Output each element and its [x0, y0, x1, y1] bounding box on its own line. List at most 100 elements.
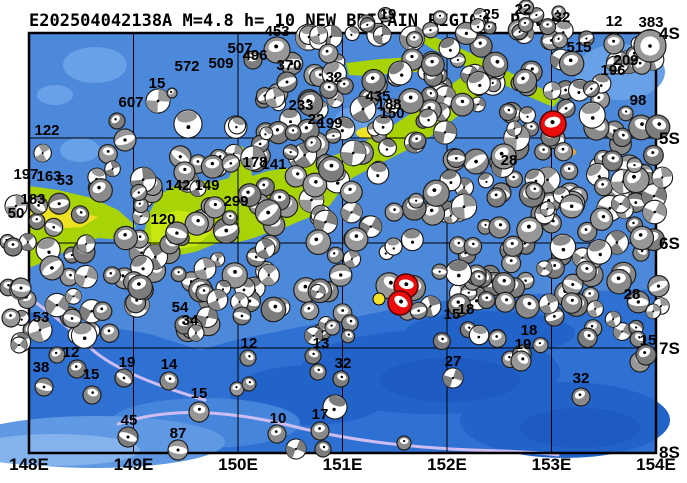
ocean-shallow-patch: [63, 47, 127, 83]
beachball-eye: [113, 225, 138, 251]
beachball-band: [559, 194, 584, 219]
beachball-quad: [189, 179, 207, 197]
beachball-quad: [240, 145, 266, 171]
highlighted-beachball-red: [539, 110, 567, 138]
beachball-eye: [384, 202, 404, 222]
beachball-quad: [342, 249, 362, 269]
highlighted-beachball-red: [387, 290, 413, 316]
beachball-weye: [173, 109, 203, 139]
beachball-eye: [606, 268, 632, 295]
beachball-quad: [586, 300, 604, 318]
depth-label: 299: [223, 193, 248, 210]
beachball-eye: [127, 274, 153, 300]
depth-label: 15: [640, 332, 657, 349]
beachball-weye: [227, 116, 247, 135]
beachball-quad: [610, 194, 631, 214]
depth-label: 25: [483, 6, 500, 23]
beachball-eye: [405, 31, 423, 49]
beachball-eye: [103, 266, 122, 285]
beachball-quad: [442, 367, 464, 389]
beachball-eye: [645, 114, 671, 140]
beachball-band: [167, 439, 189, 461]
beachball-eye: [501, 253, 522, 274]
depth-label: 18: [521, 322, 538, 339]
beachball-weye: [344, 25, 360, 42]
beachball-eye: [336, 77, 354, 95]
beachball-eye: [643, 144, 664, 166]
beachball-eye: [635, 344, 657, 366]
beachball-eye: [571, 387, 591, 407]
beachball-weye: [322, 394, 348, 420]
beachball-eye: [589, 207, 614, 231]
beachball-weye: [586, 239, 613, 265]
beachball-eye: [243, 50, 263, 70]
depth-label: 515: [566, 39, 591, 56]
beachball-band: [582, 80, 600, 98]
beachball-eye: [469, 34, 493, 58]
depth-label: 38: [33, 359, 50, 376]
beachball-eye: [525, 182, 543, 200]
beachball-band: [114, 368, 134, 388]
depth-label: 199: [317, 115, 342, 132]
depth-label: 150: [379, 105, 404, 122]
longitude-label: 148E: [9, 455, 49, 474]
depth-label: 607: [118, 94, 143, 111]
beachball-band: [34, 377, 54, 397]
beachball-eye: [319, 80, 339, 99]
beachball-eye: [532, 337, 549, 354]
beachball-quad: [304, 326, 323, 346]
beachball-eye: [551, 5, 566, 20]
beachball-band: [626, 157, 643, 174]
depth-label: 197: [13, 166, 38, 183]
depth-label: 50: [8, 205, 25, 222]
beachball-eye: [398, 88, 424, 114]
longitude-label: 154E: [636, 455, 676, 474]
beachball-eye: [491, 271, 516, 296]
epicenter-dot: [372, 292, 386, 306]
beachball-eye: [629, 225, 655, 251]
longitude-label: 151E: [323, 455, 363, 474]
beachball-weye: [470, 18, 485, 33]
beachball-weye: [468, 324, 490, 346]
depth-label: 383: [638, 14, 663, 31]
beachball-eye: [159, 371, 179, 391]
beachball-eye: [203, 196, 227, 219]
beachball-band: [282, 144, 299, 161]
beachball-quad: [542, 81, 562, 101]
latitude-label: 4S: [659, 24, 680, 43]
beachball-weye: [578, 101, 606, 129]
beachball-eye: [577, 221, 598, 243]
beachball-band: [409, 301, 428, 320]
beachball-band: [329, 263, 353, 287]
beachball-eye: [617, 105, 634, 122]
beachball-quad: [27, 317, 53, 343]
longitude-label: 149E: [114, 455, 154, 474]
beachball-eye: [221, 210, 238, 226]
depth-label: 98: [630, 92, 647, 109]
beachball-weye: [445, 259, 473, 287]
beachball-eye: [284, 165, 308, 188]
beachball-weye: [372, 114, 394, 136]
beachball-eye: [553, 142, 574, 162]
depth-label: 32: [335, 355, 352, 372]
beachball-eye: [88, 178, 113, 203]
depth-label: 53: [57, 172, 74, 189]
beachball-eye: [420, 52, 445, 77]
beachball-eye: [396, 435, 412, 451]
depth-label: 19: [119, 354, 136, 371]
beachball-eye: [450, 92, 475, 117]
beachball-quad: [645, 303, 662, 320]
beachball-eye: [297, 90, 324, 117]
beachball-eye: [170, 266, 187, 283]
beachball-eye: [92, 301, 113, 321]
beachball-eye: [70, 205, 90, 224]
depth-label: 163: [36, 168, 61, 185]
beachball-band: [276, 71, 298, 93]
ocean-deepest-patch: [520, 408, 640, 448]
depth-label: 19: [380, 6, 397, 23]
beachball-band: [325, 127, 342, 144]
beachball-eye: [284, 124, 302, 142]
beachball-quad: [312, 209, 338, 235]
beachball-quad: [18, 232, 37, 252]
